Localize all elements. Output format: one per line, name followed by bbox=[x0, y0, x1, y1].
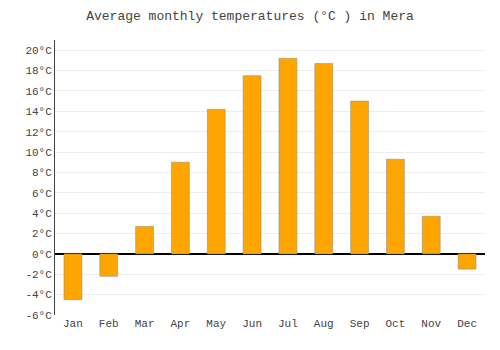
svg-text:Feb: Feb bbox=[99, 318, 119, 330]
svg-text:Sep: Sep bbox=[350, 318, 370, 330]
svg-text:Jul: Jul bbox=[278, 318, 298, 330]
svg-text:14°C: 14°C bbox=[25, 106, 52, 118]
svg-text:12°C: 12°C bbox=[25, 127, 52, 139]
svg-text:Apr: Apr bbox=[171, 318, 191, 330]
svg-text:Mar: Mar bbox=[135, 318, 155, 330]
svg-text:10°C: 10°C bbox=[25, 147, 52, 159]
svg-text:0°C: 0°C bbox=[32, 249, 52, 261]
svg-text:4°C: 4°C bbox=[32, 208, 52, 220]
svg-text:2°C: 2°C bbox=[32, 228, 52, 240]
svg-text:-6°C: -6°C bbox=[25, 310, 52, 322]
svg-text:-4°C: -4°C bbox=[25, 289, 52, 301]
svg-text:18°C: 18°C bbox=[25, 65, 52, 77]
svg-text:6°C: 6°C bbox=[32, 188, 52, 200]
svg-text:Aug: Aug bbox=[314, 318, 334, 330]
svg-text:8°C: 8°C bbox=[32, 167, 52, 179]
svg-text:-2°C: -2°C bbox=[25, 269, 52, 281]
svg-text:16°C: 16°C bbox=[25, 86, 52, 98]
svg-text:Dec: Dec bbox=[457, 318, 477, 330]
svg-text:20°C: 20°C bbox=[25, 45, 52, 57]
svg-text:Oct: Oct bbox=[386, 318, 406, 330]
svg-text:Jan: Jan bbox=[63, 318, 83, 330]
svg-text:Jun: Jun bbox=[242, 318, 262, 330]
svg-text:May: May bbox=[206, 318, 226, 330]
svg-text:Average monthly temperatures (: Average monthly temperatures (°C ) in Me… bbox=[86, 9, 414, 24]
svg-text:Nov: Nov bbox=[421, 318, 441, 330]
